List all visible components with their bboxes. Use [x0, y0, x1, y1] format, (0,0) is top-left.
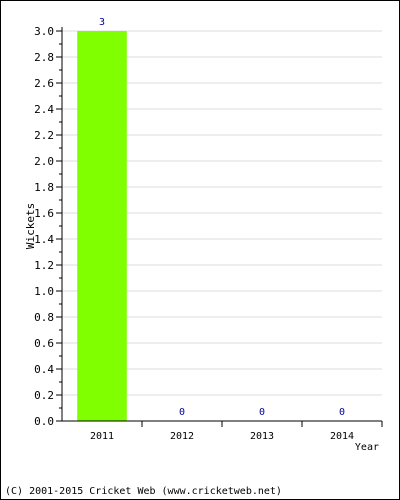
- y-tick-label: 1.8: [34, 181, 54, 194]
- copyright-footer: (C) 2001-2015 Cricket Web (www.cricketwe…: [5, 486, 282, 497]
- x-axis-label: Year: [355, 442, 379, 453]
- data-label: 0: [259, 407, 265, 418]
- x-tick-label: 2013: [250, 431, 274, 442]
- y-tick-label: 1.0: [34, 285, 54, 298]
- y-tick-label: 0.6: [34, 337, 54, 350]
- y-tick-label: 1.6: [34, 207, 54, 220]
- y-tick-label: 1.4: [34, 233, 54, 246]
- y-tick-label: 0.4: [34, 363, 54, 376]
- bar: [77, 31, 127, 421]
- y-tick-label: 3.0: [34, 25, 54, 38]
- y-tick-label: 2.6: [34, 77, 54, 90]
- y-tick-label: 2.0: [34, 155, 54, 168]
- bars: [77, 31, 127, 421]
- y-tick-label: 2.4: [34, 103, 54, 116]
- x-axis-ticks: 2011 2012 2013 2014: [90, 421, 383, 442]
- y-tick-label: 2.2: [34, 129, 54, 142]
- x-tick-label: 2011: [90, 431, 114, 442]
- y-tick-label: 1.2: [34, 259, 54, 272]
- y-axis-ticks: 0.0 0.2 0.4 0.6 0.8 1.0 1.2 1.4 1.6 1.8 2.0 2.2 2.4 2…: [34, 25, 62, 428]
- y-tick-label: 0.0: [34, 415, 54, 428]
- data-label: 3: [99, 17, 105, 28]
- data-labels: 3 0 0 0: [99, 17, 345, 418]
- data-label: 0: [339, 407, 345, 418]
- y-tick-label: 0.8: [34, 311, 54, 324]
- bar-chart: 0.0 0.2 0.4 0.6 0.8 1.0 1.2 1.4 1.6 1.8 2.0 2.2 2.4 2…: [24, 17, 383, 453]
- y-tick-label: 2.8: [34, 51, 54, 64]
- y-tick-label: 0.2: [34, 389, 54, 402]
- x-tick-label: 2014: [330, 431, 354, 442]
- x-tick-label: 2012: [170, 431, 194, 442]
- y-axis-label: Wickets: [24, 203, 37, 249]
- data-label: 0: [179, 407, 185, 418]
